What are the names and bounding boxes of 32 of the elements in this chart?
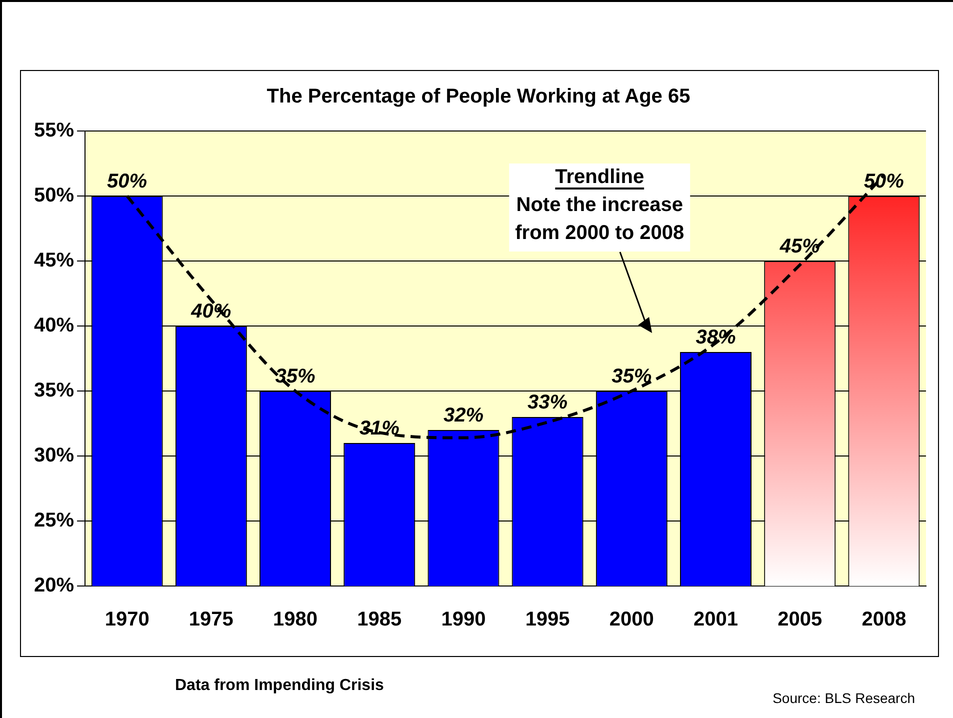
y-tick-label: 40% [34,314,74,337]
data-label: 50% [864,170,904,193]
y-tick-label: 45% [34,250,74,272]
x-tick-label: 1985 [357,608,402,631]
source-note: Source: BLS Research [772,690,915,706]
annotation: from 2000 to 2008 [515,222,684,244]
data-label: 45% [778,236,820,258]
x-tick-label: 1975 [188,608,234,631]
y-tick-label: 30% [34,444,74,467]
y-tick-label: 50% [34,184,74,207]
x-tick-label: 2000 [609,608,654,631]
annotation: Trendline [555,166,644,188]
x-tick-label: 2001 [694,608,738,631]
x-tick-label: 2005 [778,608,822,631]
x-tick-label: 2008 [862,608,906,631]
x-tick-label: 1995 [525,608,570,631]
text: Data from Impending Crisis [175,677,384,695]
y-tick-label: 25% [34,510,74,532]
data-label: 32% [443,404,484,427]
y-tick-label: 55% [34,120,74,142]
data-label: 40% [190,300,232,323]
data-label: 35% [612,366,652,388]
data-label: 50% [107,170,148,193]
data-label: 35% [275,366,316,388]
x-tick-label: 1990 [441,608,486,631]
chart-title: The Percentage of People Working at Age 65 [266,86,690,108]
x-tick-label: 1970 [104,608,150,631]
x-tick-label: 1980 [273,608,318,631]
y-tick-label: 35% [34,380,74,402]
data-label: 33% [528,392,568,414]
annotation: Note the increase [516,194,683,216]
y-tick-label: 20% [34,574,74,597]
